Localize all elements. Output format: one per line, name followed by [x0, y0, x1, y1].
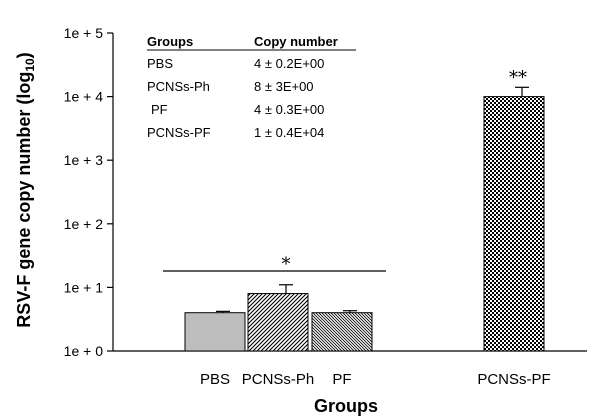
category-label: PCNSs-PF — [477, 371, 550, 388]
inset-cell-group: PCNSs-PF — [147, 125, 211, 140]
inset-cell-copy: 4 ± 0.2E+00 — [254, 56, 324, 71]
category-label: PBS — [200, 371, 230, 388]
category-label: PCNSs-Ph — [242, 371, 315, 388]
significance-marker-pcnss-pf: ** — [509, 67, 527, 88]
category-label: PF — [332, 371, 351, 388]
y-tick-label: 1e + 5 — [64, 25, 104, 41]
bar-pcnss-ph — [247, 293, 309, 352]
inset-header-groups: Groups — [147, 34, 193, 49]
inset-cell-group: PCNSs-Ph — [147, 79, 210, 94]
inset-header-copy-number: Copy number — [254, 34, 338, 49]
bar-group — [184, 96, 545, 352]
x-axis-title: Groups — [314, 396, 378, 416]
y-axis-title: RSV-F gene copy number (log10) — [14, 52, 37, 327]
y-tick-label: 1e + 4 — [64, 89, 104, 105]
inset-cell-copy: 8 ± 3E+00 — [254, 79, 314, 94]
category-label-group: PBS PCNSs-Ph PF PCNSs-PF — [200, 371, 551, 388]
bar-pbs — [184, 312, 246, 352]
inset-cell-group: PF — [151, 102, 168, 117]
significance-marker-pbs-pf: * — [282, 254, 291, 275]
inset-cell-copy: 4 ± 0.3E+00 — [254, 102, 324, 117]
y-tick-label: 1e + 3 — [64, 152, 104, 168]
y-tick-label: 1e + 1 — [64, 279, 104, 295]
inset-table: Groups Copy number PBS 4 ± 0.2E+00 PCNSs… — [147, 34, 356, 140]
bar-pcnss-pf — [483, 96, 545, 352]
bar-pf — [311, 312, 373, 352]
y-tick-group: 1e + 0 1e + 1 1e + 2 1e + 3 1e + 4 1e + 5 — [64, 25, 113, 359]
inset-cell-copy: 1 ± 0.4E+04 — [254, 125, 324, 140]
y-tick-label: 1e + 2 — [64, 216, 104, 232]
y-tick-label: 1e + 0 — [64, 343, 104, 359]
inset-cell-group: PBS — [147, 56, 173, 71]
error-bar-group — [216, 86, 529, 313]
